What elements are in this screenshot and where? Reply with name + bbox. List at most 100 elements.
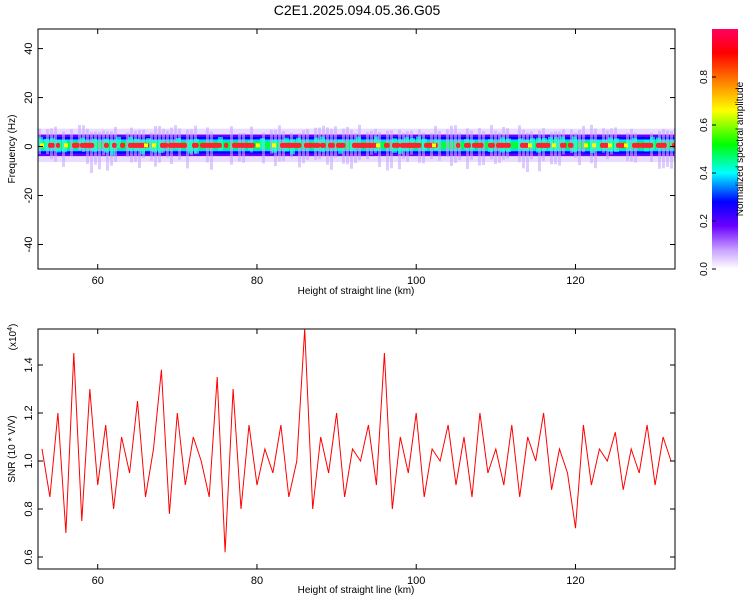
band-speckle	[370, 130, 373, 155]
band-peak	[464, 142, 471, 148]
band-cyan-speckle	[92, 138, 97, 152]
band-speckle	[270, 129, 273, 154]
colorbar-tick-label: 0.2	[699, 214, 710, 228]
snr-xlabel: Height of straight line (km)	[298, 585, 415, 596]
spectrogram-xtick-label: 100	[407, 275, 425, 287]
band-cyan-speckle	[44, 138, 49, 150]
band-speckle	[330, 128, 333, 170]
snr-multiplier: (x104)	[7, 324, 19, 351]
band-peak	[48, 142, 55, 148]
band-peak	[200, 142, 211, 148]
band-speckle	[54, 126, 57, 162]
snr-ytick-label: 0.6	[23, 549, 35, 564]
snr-multiplier-exp: 4	[7, 327, 14, 331]
band-cyan-speckle	[626, 139, 631, 151]
band-peak	[568, 142, 574, 148]
band-speckle	[138, 129, 141, 168]
band-peak	[296, 142, 302, 148]
band-peak-yellow	[592, 143, 596, 148]
snr-multiplier-base: (x10	[8, 330, 19, 350]
band-speckle	[250, 126, 253, 153]
band-peak	[208, 142, 219, 148]
band-peak-yellow	[256, 143, 260, 148]
band-speckle	[570, 129, 573, 154]
band-peak	[368, 142, 379, 148]
band-cyan-speckle	[596, 140, 601, 152]
band-speckle	[150, 132, 153, 161]
colorbar-tick-label: 0.8	[699, 70, 710, 84]
band-peak	[536, 142, 547, 148]
spectrogram-axes: 60 80 100 120 -40 -20 0 20 40	[23, 29, 675, 287]
band-speckle	[558, 131, 561, 166]
band-cyan-speckle	[560, 136, 565, 147]
band-peak	[632, 142, 641, 148]
band-cyan-speckle	[530, 137, 535, 149]
band-speckle	[354, 133, 357, 164]
band-peak	[672, 142, 675, 148]
band-cyan-speckle	[416, 136, 421, 148]
band-speckle	[210, 131, 213, 170]
band-speckle	[454, 125, 457, 163]
snr-frame	[37, 328, 676, 570]
band-speckle	[386, 130, 389, 171]
snr-xtick-label: 120	[566, 575, 584, 587]
snr-xtick-label: 80	[251, 575, 263, 587]
band-speckle	[450, 125, 453, 166]
band-peak	[176, 142, 187, 148]
band-cyan-speckle	[632, 137, 637, 148]
band-peak	[72, 142, 80, 148]
band-peak	[384, 142, 390, 148]
band-peak-yellow	[64, 143, 68, 148]
band-peak	[160, 142, 169, 148]
band-speckle	[670, 131, 673, 169]
band-speckle	[230, 126, 233, 165]
band-speckle	[578, 129, 581, 166]
band-peak	[504, 142, 511, 148]
band-peak	[224, 142, 229, 148]
snr-ytick-label: 0.8	[23, 501, 35, 516]
band-speckle	[334, 126, 337, 158]
band-peak-yellow	[432, 143, 436, 148]
band-speckle	[98, 132, 101, 170]
band-peak	[304, 142, 314, 148]
band-peak	[544, 142, 551, 148]
band-peak	[88, 142, 95, 148]
band-cyan-speckle	[38, 137, 43, 148]
band-cyan-speckle	[296, 137, 301, 148]
chart-title: C2E1.2025.094.05.36.G05	[273, 2, 441, 18]
band-speckle	[102, 130, 105, 156]
colorbar-label: Normalized spectral amplitude	[735, 81, 746, 216]
band-speckle	[446, 129, 449, 157]
band-cyan-speckle	[116, 136, 121, 148]
spectrogram-xlabel: Height of straight line (km)	[298, 286, 415, 297]
band-cyan-speckle	[554, 137, 559, 152]
band-speckle	[126, 132, 129, 158]
spectrogram-panel: 60 80 100 120 -40 -20 0 20 40 Height of straight…	[7, 28, 676, 297]
band-cyan-speckle	[110, 140, 115, 156]
band-speckle	[494, 130, 497, 164]
spectrogram-frame	[37, 28, 676, 270]
spectrogram-ytick-label: -40	[23, 237, 35, 253]
band-speckle	[594, 128, 597, 169]
spectrogram-ytick-label: -20	[23, 188, 35, 204]
band-peak-yellow	[552, 143, 556, 148]
band-peak-yellow	[528, 143, 532, 148]
band-peak	[232, 142, 242, 148]
snr-ytick-label: 1.2	[23, 405, 35, 420]
snr-xtick-label: 60	[92, 575, 104, 587]
band-peak	[104, 142, 109, 148]
snr-ylabel: SNR (10 * V/V)	[7, 415, 18, 482]
band-peak	[560, 142, 567, 148]
band-speckle	[526, 132, 529, 172]
band-speckle	[630, 128, 633, 162]
band-speckle	[174, 125, 177, 149]
band-speckle	[162, 128, 165, 153]
spectrogram-xtick-label: 80	[251, 275, 263, 287]
spectrogram-ytick-label: 20	[23, 91, 35, 103]
band-peak-yellow	[152, 143, 156, 148]
band-speckle	[522, 129, 525, 169]
colorbar: 0.0 0.2 0.4 0.6 0.8 Normalized spectral ampl…	[699, 29, 746, 276]
band-speckle	[658, 130, 661, 169]
snr-line-area	[41, 329, 672, 553]
band-peak	[600, 142, 609, 148]
